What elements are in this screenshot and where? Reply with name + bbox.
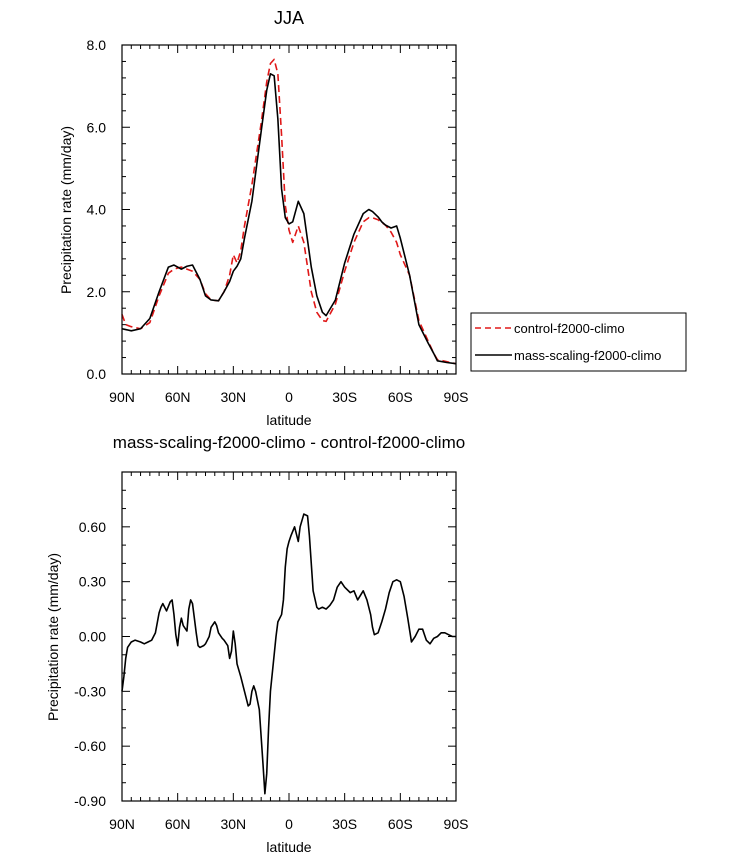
top-x-tick-label: 30N (220, 389, 246, 405)
bottom-y-tick-label: -0.90 (74, 793, 106, 809)
bottom-x-tick-label: 30N (220, 816, 246, 832)
top-x-tick-label: 60S (388, 389, 413, 405)
bottom-y-tick-label: -0.30 (74, 683, 106, 699)
bottom-x-tick-label: 90N (109, 816, 135, 832)
top-series-group (121, 58, 457, 365)
legend: control-f2000-climo mass-scaling-f2000-c… (470, 312, 687, 372)
top-y-tick-label: 2.0 (87, 284, 107, 300)
legend-control-label: control-f2000-climo (514, 321, 625, 336)
bottom-y-tick-label: 0.30 (79, 574, 106, 590)
top-x-tick-labels: 90N 60N 30N 0 30S 60S 90S (109, 389, 468, 405)
top-series-line-mass-scaling-f2000-climo (121, 72, 457, 365)
top-x-tick-label: 0 (285, 389, 293, 405)
top-y-tick-label: 0.0 (87, 366, 107, 382)
bottom-panel: mass-scaling-f2000-climo - control-f2000… (45, 433, 468, 855)
top-tick-marks (121, 44, 457, 375)
bottom-series-line-mass-scaling-f2000-climo-control-f2000-climo (121, 513, 456, 795)
bottom-x-tick-label: 90S (444, 816, 469, 832)
bottom-series-group (121, 513, 456, 795)
top-y-tick-label: 8.0 (87, 37, 107, 53)
top-y-tick-label: 6.0 (87, 119, 107, 135)
top-x-axis-label: latitude (266, 412, 311, 428)
top-y-tick-label: 4.0 (87, 202, 107, 218)
top-plot-frame (121, 44, 457, 375)
top-x-tick-label: 30S (332, 389, 357, 405)
legend-mass-label: mass-scaling-f2000-climo (514, 348, 661, 363)
legend-box (470, 312, 687, 372)
bottom-x-axis-label: latitude (266, 839, 311, 855)
top-x-tick-label: 90N (109, 389, 135, 405)
bottom-tick-marks (121, 471, 457, 802)
top-panel: JJA 0.02.04.06.08.0 90N 60N 30N 0 30S 60S 90S … (58, 8, 468, 428)
top-y-axis-label: Precipitation rate (mm/day) (58, 126, 74, 294)
bottom-plot-frame (121, 471, 457, 802)
top-chart-title: JJA (274, 8, 304, 28)
bottom-x-tick-label: 60S (388, 816, 413, 832)
bottom-y-tick-label: 0.60 (79, 519, 106, 535)
bottom-y-tick-labels: -0.90 -0.60 -0.30 0.00 0.30 0.60 (74, 519, 106, 809)
bottom-x-tick-labels: 90N 60N 30N 0 30S 60S 90S (109, 816, 468, 832)
top-x-tick-label: 90S (444, 389, 469, 405)
bottom-y-tick-label: 0.00 (79, 629, 106, 645)
bottom-x-tick-label: 30S (332, 816, 357, 832)
bottom-x-tick-label: 0 (285, 816, 293, 832)
top-series-line-control-f2000-climo (121, 58, 457, 365)
top-x-tick-label: 60N (165, 389, 191, 405)
bottom-chart-title: mass-scaling-f2000-climo - control-f2000… (113, 433, 465, 452)
bottom-x-tick-label: 60N (165, 816, 191, 832)
bottom-y-axis-label: Precipitation rate (mm/day) (45, 553, 61, 721)
bottom-y-tick-label: -0.60 (74, 738, 106, 754)
top-y-tick-labels: 0.0 2.0 4.0 6.0 8.0 (87, 37, 107, 382)
